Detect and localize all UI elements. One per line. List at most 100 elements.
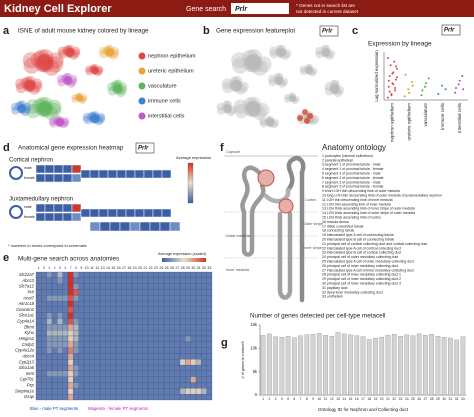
heatmap-cell	[41, 277, 47, 284]
heatmap-cell	[174, 341, 181, 348]
feature-cluster	[280, 77, 289, 86]
heatmap-cell	[51, 271, 58, 278]
heatmap-cell	[105, 300, 111, 308]
bar	[360, 336, 366, 396]
heatmap-cell	[158, 364, 165, 372]
heatmap-cell	[174, 295, 181, 302]
y-tick-label: 0	[255, 392, 258, 397]
legend-swatch	[138, 67, 146, 75]
x-tick-label: 6	[293, 397, 295, 401]
heatmap-cell	[195, 353, 202, 360]
feature-cluster	[266, 115, 275, 125]
heatmap-cell	[94, 271, 101, 278]
heatmap-cell	[158, 341, 165, 348]
panel-title: Anatomy ontology	[322, 143, 386, 152]
heatmap-cell	[174, 277, 181, 284]
heatmap-cell	[57, 324, 63, 331]
ontology-item: 26 principal cell of inner medullary col…	[322, 264, 398, 268]
schematic-box	[125, 169, 136, 179]
heatmap-cell	[147, 353, 154, 360]
heatmap-cell	[105, 376, 111, 383]
x-tick-label: 31	[449, 397, 453, 401]
heatmap-cell	[206, 359, 213, 366]
feature-cluster	[223, 100, 233, 109]
heatmap-cell	[35, 306, 42, 313]
app-title: Kidney Cell Explorer	[4, 3, 112, 15]
search-input[interactable]	[231, 3, 289, 14]
heatmap-cell	[147, 394, 154, 401]
tsne-cluster	[91, 66, 99, 74]
heatmap-cell	[206, 283, 213, 290]
heatmap-cell	[185, 382, 191, 389]
heatmap-cell	[41, 312, 47, 319]
tsne-cluster	[56, 118, 65, 128]
strip-point	[437, 93, 440, 95]
feature-cluster	[243, 102, 259, 117]
heatmap-cell	[35, 271, 42, 278]
schematic-box	[143, 169, 154, 179]
feature-cluster	[216, 102, 225, 111]
y-axis-label: # of genes in metacell	[241, 341, 245, 378]
heatmap-cell	[73, 289, 79, 296]
heatmap-cell	[163, 330, 170, 337]
feature-cluster	[288, 95, 295, 102]
heatmap-cell	[126, 359, 133, 366]
feature-cluster	[322, 49, 331, 58]
tsne-cluster	[102, 46, 111, 55]
heatmap-cell	[110, 376, 117, 383]
heatmap-cell	[131, 370, 138, 377]
strip-point	[403, 95, 406, 98]
tsne-cluster	[71, 48, 81, 58]
heatmap-cell	[158, 388, 165, 395]
heatmap-cell	[169, 283, 175, 290]
panel-letter: g	[221, 337, 228, 349]
tsne-cluster	[25, 81, 37, 93]
heatmap-cell	[35, 289, 42, 296]
feature-hotspot	[304, 118, 310, 124]
heatmap-cell	[115, 335, 122, 342]
heatmap-cell	[206, 388, 213, 395]
heatmap-cell	[110, 388, 117, 395]
heatmap-cell	[142, 271, 149, 278]
heatmap-cell	[163, 306, 170, 313]
search-value[interactable]: Prlr	[235, 6, 248, 13]
tsne-cluster	[43, 59, 60, 76]
heatmap-cell	[195, 359, 202, 366]
heatmap-cell	[185, 388, 191, 395]
x-tick-label: 23	[399, 397, 403, 401]
feature-cluster	[268, 74, 277, 83]
heatmap-cell	[78, 341, 85, 348]
heatmap-cell	[83, 353, 90, 360]
feature-cluster	[327, 49, 336, 58]
heatmap-cell	[110, 347, 117, 354]
heatmap-cell	[185, 289, 191, 296]
tsne-cluster	[89, 64, 98, 72]
row-label: Cyp7b1	[20, 377, 34, 382]
column-label: 26	[170, 266, 174, 270]
x-tick-label: 19	[374, 397, 378, 401]
heatmap-cell	[126, 370, 133, 377]
feature-cluster	[255, 56, 272, 73]
heatmap-cell	[78, 306, 85, 313]
heatmap-cell	[78, 359, 85, 366]
schematic-box	[53, 203, 64, 213]
tsne-cluster	[110, 81, 120, 91]
tsne-cluster	[62, 77, 71, 86]
heatmap-cell	[110, 271, 117, 278]
heatmap-cell	[99, 353, 106, 360]
legend-swatch	[138, 97, 146, 105]
heatmap-cell	[89, 382, 95, 389]
heatmap-cell	[121, 341, 127, 348]
heatmap-cell	[206, 312, 213, 319]
tsne-cluster	[32, 98, 47, 114]
heatmap-cell	[190, 394, 197, 401]
heatmap-cell	[99, 335, 106, 342]
heatmap-cell	[169, 295, 175, 302]
heatmap-cell	[131, 277, 138, 284]
feature-cluster	[305, 67, 313, 75]
strip-point	[454, 91, 457, 94]
tsne-cluster	[15, 78, 26, 90]
feature-cluster	[280, 50, 290, 60]
heatmap-cell	[115, 306, 122, 313]
heatmap-cell	[110, 330, 117, 337]
